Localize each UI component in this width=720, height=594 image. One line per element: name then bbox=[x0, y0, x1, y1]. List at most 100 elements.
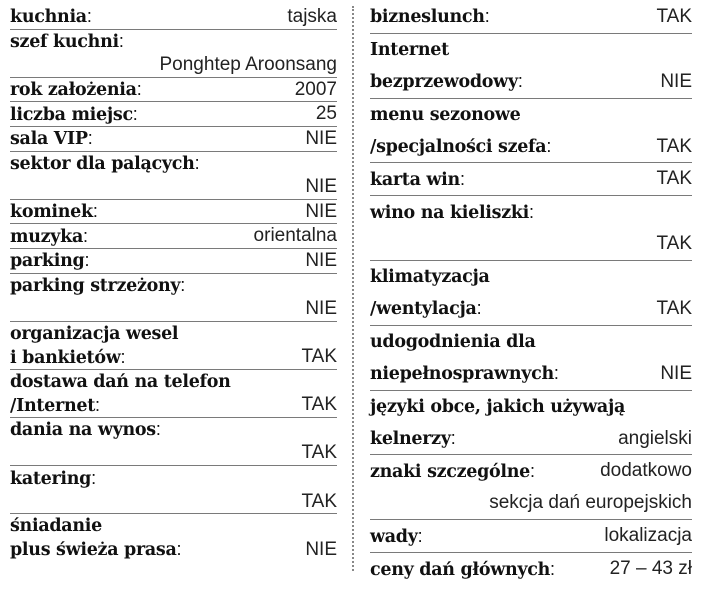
field-label: bizneslunch bbox=[370, 7, 485, 28]
row-line: szef kuchni: bbox=[10, 30, 337, 54]
field-label: szef kuchni bbox=[10, 31, 119, 52]
row-line: wady: lokalizacja bbox=[370, 520, 692, 552]
label-colon: : bbox=[91, 467, 97, 488]
field-value: sekcja dań europejskich bbox=[489, 492, 692, 514]
row-line: dania na wynos: bbox=[10, 418, 337, 442]
info-row-parking-strzezony: parking strzeżony: NIE bbox=[10, 274, 337, 322]
field-label: karta win bbox=[370, 169, 460, 190]
label-colon: : bbox=[132, 103, 138, 124]
label-colon: : bbox=[180, 274, 186, 295]
field-value: NIE bbox=[305, 175, 337, 197]
field-label: organizacja wesel bbox=[10, 323, 179, 344]
field-value: TAK bbox=[656, 135, 692, 157]
row-line: rok założenia: 2007 bbox=[10, 78, 337, 102]
row-line: organizacja wesel bbox=[10, 322, 337, 346]
field-label: kominek bbox=[10, 202, 93, 223]
info-row-wady: wady: lokalizacja bbox=[370, 520, 692, 554]
field-value: TAK bbox=[301, 394, 337, 416]
row-line: i bankietów: TAK bbox=[10, 345, 337, 369]
info-row-znaki-szczegolne: znaki szczególne: dodatkowo sekcja dań eur… bbox=[370, 455, 692, 521]
info-row-jezyki-obce-jakich-uzywaja: języki obce, jakich używają kelnerzy: angi… bbox=[370, 391, 692, 456]
row-line: plus świeża prasa: NIE bbox=[10, 538, 337, 562]
row-line: śniadanie bbox=[10, 514, 337, 538]
field-label: menu sezonowe bbox=[370, 104, 521, 125]
row-line: menu sezonowe bbox=[370, 99, 692, 131]
label-colon: : bbox=[94, 394, 100, 415]
label-colon: : bbox=[517, 71, 523, 92]
row-line: Ponghtep Aroonsang bbox=[10, 53, 338, 77]
field-label: śniadanie bbox=[10, 516, 102, 537]
row-line: karta win: TAK bbox=[370, 163, 692, 195]
row-line: bizneslunch: TAK bbox=[370, 1, 692, 33]
field-value: TAK bbox=[301, 442, 337, 464]
info-row-dania-na-wynos: dania na wynos: TAK bbox=[10, 418, 337, 467]
field-label: /specjalności szefa bbox=[370, 137, 547, 157]
info-row-sektor-dla-palacych: sektor dla palących: NIE bbox=[10, 152, 337, 200]
info-row-organizacja-wesel: organizacja wesel i bankietów: TAK bbox=[10, 322, 337, 370]
row-line: wino na kieliszki: bbox=[370, 196, 692, 228]
row-line: kelnerzy: angielski bbox=[370, 423, 692, 455]
row-line: języki obce, jakich używają bbox=[370, 391, 692, 423]
field-value: angielski bbox=[618, 427, 692, 449]
info-row-ceny-dan-glownych: ceny dań głównych: 27 – 43 zł bbox=[370, 553, 692, 585]
field-label: katering bbox=[10, 468, 92, 489]
field-label: bezprzewodowy bbox=[370, 72, 518, 93]
field-value: NIE bbox=[660, 362, 692, 384]
field-label: klimatyzacja bbox=[370, 267, 490, 288]
row-line: liczba miejsc: 25 bbox=[10, 102, 337, 126]
label-colon: : bbox=[87, 128, 93, 149]
row-line: znaki szczególne: dodatkowo bbox=[370, 455, 692, 487]
field-label: znaki szczególne bbox=[370, 461, 530, 482]
info-row-sniadanie: śniadanie plus świeża prasa: NIE bbox=[10, 514, 337, 561]
row-line: kominek: NIE bbox=[10, 200, 337, 224]
field-value: dodatkowo bbox=[600, 460, 692, 482]
label-colon: : bbox=[450, 428, 456, 449]
label-colon: : bbox=[553, 363, 559, 384]
row-line: sekcja dań europejskich bbox=[370, 487, 692, 519]
field-value: Ponghtep Aroonsang bbox=[159, 53, 338, 75]
field-value: TAK bbox=[656, 297, 692, 319]
label-colon: : bbox=[194, 152, 200, 173]
field-value: NIE bbox=[305, 538, 337, 560]
row-line: sala VIP: NIE bbox=[10, 127, 337, 151]
field-value: TAK bbox=[656, 233, 692, 255]
info-row-rok-zalozenia: rok założenia: 2007 bbox=[10, 78, 337, 103]
row-line: klimatyzacja bbox=[370, 261, 692, 293]
field-label: plus świeża prasa bbox=[10, 540, 177, 561]
label-colon: : bbox=[546, 136, 552, 156]
field-label: /wentylacja bbox=[370, 299, 477, 320]
field-label: /Internet bbox=[10, 395, 95, 416]
info-row-internet: Internet bezprzewodowy: NIE bbox=[370, 34, 692, 99]
label-colon: : bbox=[84, 250, 90, 271]
row-line: Internet bbox=[370, 34, 692, 66]
right-column: bizneslunch: TAK Internet bezprzewodowy: NIE… bbox=[370, 1, 692, 585]
row-line: muzyka: orientalna bbox=[10, 224, 337, 248]
field-label: parking bbox=[10, 251, 85, 272]
info-row-bizneslunch: bizneslunch: TAK bbox=[370, 1, 692, 34]
field-label: liczba miejsc bbox=[10, 104, 133, 125]
row-line: /wentylacja: TAK bbox=[370, 293, 692, 325]
field-label: wady bbox=[370, 526, 418, 547]
info-row-katering: katering: TAK bbox=[10, 466, 337, 515]
field-label: niepełnosprawnych bbox=[370, 364, 554, 385]
field-value: NIE bbox=[305, 297, 337, 319]
field-value: NIE bbox=[660, 70, 692, 92]
row-line: niepełnosprawnych: NIE bbox=[370, 358, 692, 390]
field-label: dostawa dań na telefon bbox=[10, 371, 231, 392]
row-line: TAK bbox=[10, 442, 337, 466]
label-colon: : bbox=[136, 79, 142, 100]
row-line: ceny dań głównych: 27 – 43 zł bbox=[370, 553, 692, 585]
field-value: NIE bbox=[305, 127, 337, 149]
field-label: kelnerzy bbox=[370, 429, 451, 450]
label-colon: : bbox=[83, 225, 89, 246]
row-line: NIE bbox=[10, 297, 337, 321]
info-row-kuchnia: kuchnia: tajska bbox=[10, 5, 337, 30]
field-label: rok założenia bbox=[10, 80, 137, 101]
row-line: NIE bbox=[10, 175, 337, 199]
label-colon: : bbox=[417, 525, 423, 546]
info-row-klimatyzacja: klimatyzacja/wentylacja: TAK bbox=[370, 261, 692, 326]
field-value: 25 bbox=[315, 103, 337, 125]
label-colon: : bbox=[530, 460, 536, 481]
field-label: sektor dla palących bbox=[10, 153, 195, 174]
field-label: sala VIP bbox=[10, 129, 88, 150]
